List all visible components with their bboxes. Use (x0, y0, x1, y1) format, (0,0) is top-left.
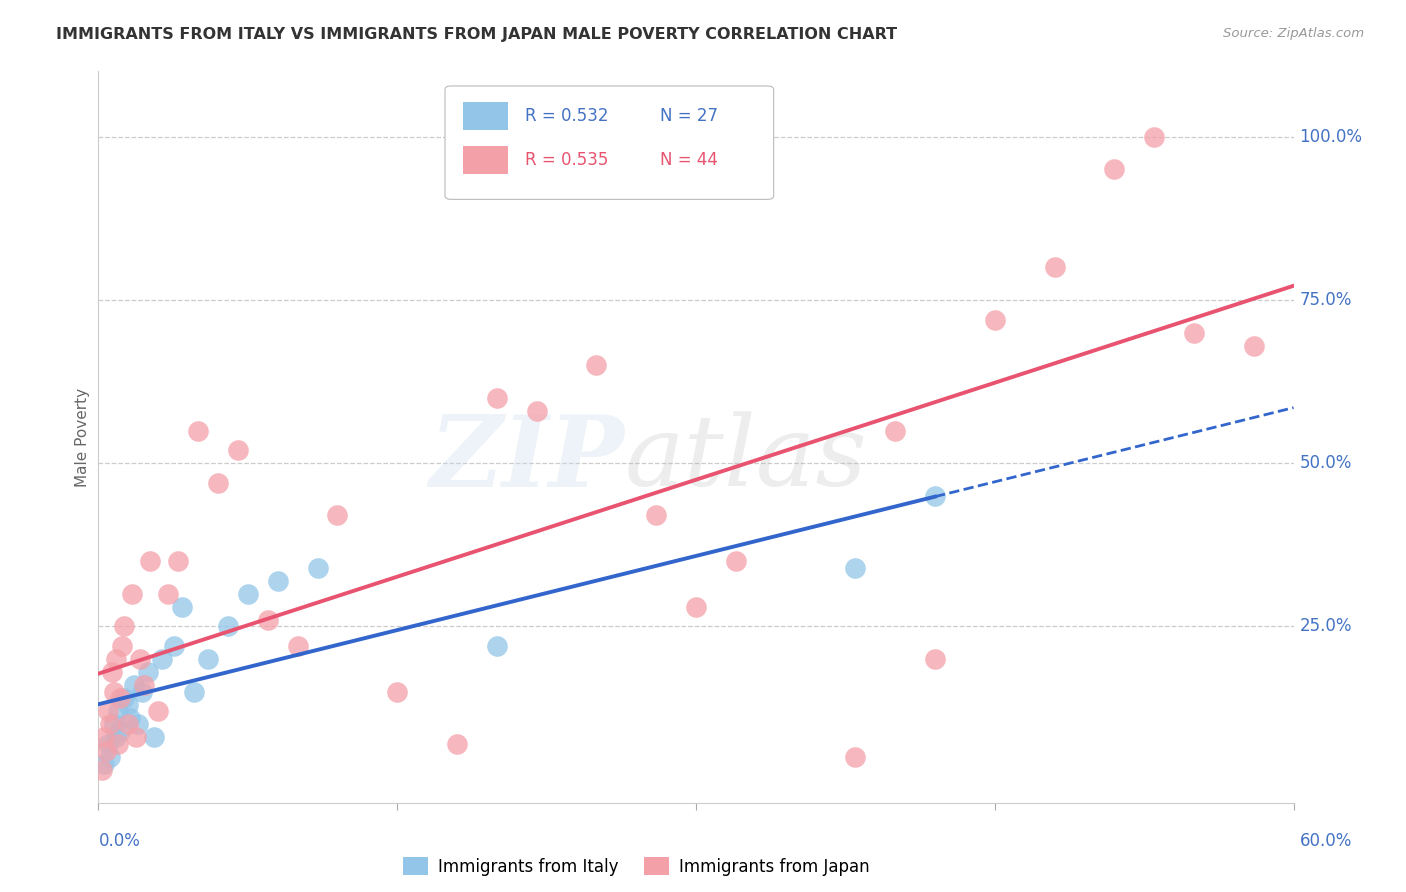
Point (111, 639, 134, 653)
Point (97, 705, 120, 719)
Point (924, 652, 946, 666)
Point (110, 723, 132, 738)
Text: R = 0.532: R = 0.532 (524, 107, 609, 125)
Point (307, 560, 329, 574)
Point (91, 763, 114, 777)
Point (1102, 162, 1125, 177)
Point (844, 750, 866, 764)
Point (163, 639, 186, 653)
Text: IMMIGRANTS FROM ITALY VS IMMIGRANTS FROM JAPAN MALE POVERTY CORRELATION CHART: IMMIGRANTS FROM ITALY VS IMMIGRANTS FROM… (56, 27, 897, 42)
Point (112, 619, 135, 633)
Point (844, 560, 866, 574)
Point (120, 711, 142, 725)
Point (148, 705, 170, 719)
Point (121, 587, 143, 601)
Point (226, 443, 249, 458)
Text: 75.0%: 75.0% (1299, 291, 1353, 309)
Point (150, 652, 173, 666)
Point (96, 743, 118, 757)
Point (236, 587, 259, 601)
Point (107, 737, 129, 751)
Point (136, 665, 159, 680)
FancyBboxPatch shape (463, 102, 509, 130)
Point (105, 731, 128, 745)
Point (129, 652, 152, 666)
Point (446, 737, 468, 751)
Point (103, 685, 125, 699)
Point (1182, 326, 1205, 340)
Point (267, 574, 290, 588)
Point (924, 489, 946, 503)
FancyBboxPatch shape (444, 86, 773, 200)
Point (197, 652, 219, 666)
Point (526, 404, 548, 418)
Point (167, 554, 190, 568)
Point (124, 678, 146, 692)
Point (385, 685, 409, 699)
Point (117, 698, 139, 712)
Point (1043, 260, 1066, 275)
Point (485, 639, 508, 653)
Text: 60.0%: 60.0% (1299, 832, 1353, 850)
Text: N = 27: N = 27 (661, 107, 718, 125)
Point (139, 554, 162, 568)
FancyBboxPatch shape (463, 146, 509, 174)
Point (256, 613, 278, 627)
Point (485, 391, 508, 405)
Point (93, 731, 115, 745)
Point (98, 750, 122, 764)
Point (131, 685, 153, 699)
Point (207, 475, 229, 490)
Point (645, 508, 668, 523)
Point (97, 737, 120, 751)
Point (105, 652, 128, 666)
Y-axis label: Male Poverty: Male Poverty (75, 387, 90, 487)
Point (157, 587, 180, 601)
Text: 25.0%: 25.0% (1299, 617, 1353, 635)
Point (127, 717, 149, 731)
Point (183, 685, 205, 699)
Text: ZIP: ZIP (429, 411, 624, 508)
Point (93, 756, 115, 771)
Point (112, 691, 135, 706)
Point (287, 639, 309, 653)
Point (326, 508, 349, 523)
Legend: Immigrants from Italy, Immigrants from Japan: Immigrants from Italy, Immigrants from J… (396, 850, 876, 882)
Point (1143, 129, 1166, 144)
Point (685, 599, 707, 614)
Point (101, 665, 124, 680)
Point (585, 358, 607, 372)
Point (884, 424, 907, 438)
Point (107, 705, 129, 719)
Text: R = 0.535: R = 0.535 (524, 151, 609, 169)
Point (217, 619, 239, 633)
Point (134, 678, 156, 692)
Point (724, 554, 747, 568)
Text: 50.0%: 50.0% (1299, 454, 1353, 472)
Text: 0.0%: 0.0% (98, 832, 141, 850)
Point (117, 717, 139, 731)
Point (125, 731, 148, 745)
Point (983, 312, 1005, 326)
Point (103, 717, 125, 731)
Text: Source: ZipAtlas.com: Source: ZipAtlas.com (1223, 27, 1364, 40)
Text: 100.0%: 100.0% (1299, 128, 1362, 145)
Point (143, 731, 166, 745)
Point (1243, 339, 1265, 353)
Point (98, 717, 122, 731)
Point (110, 691, 132, 706)
Text: N = 44: N = 44 (661, 151, 718, 169)
Text: atlas: atlas (624, 411, 868, 507)
Point (187, 424, 209, 438)
Point (172, 599, 194, 614)
